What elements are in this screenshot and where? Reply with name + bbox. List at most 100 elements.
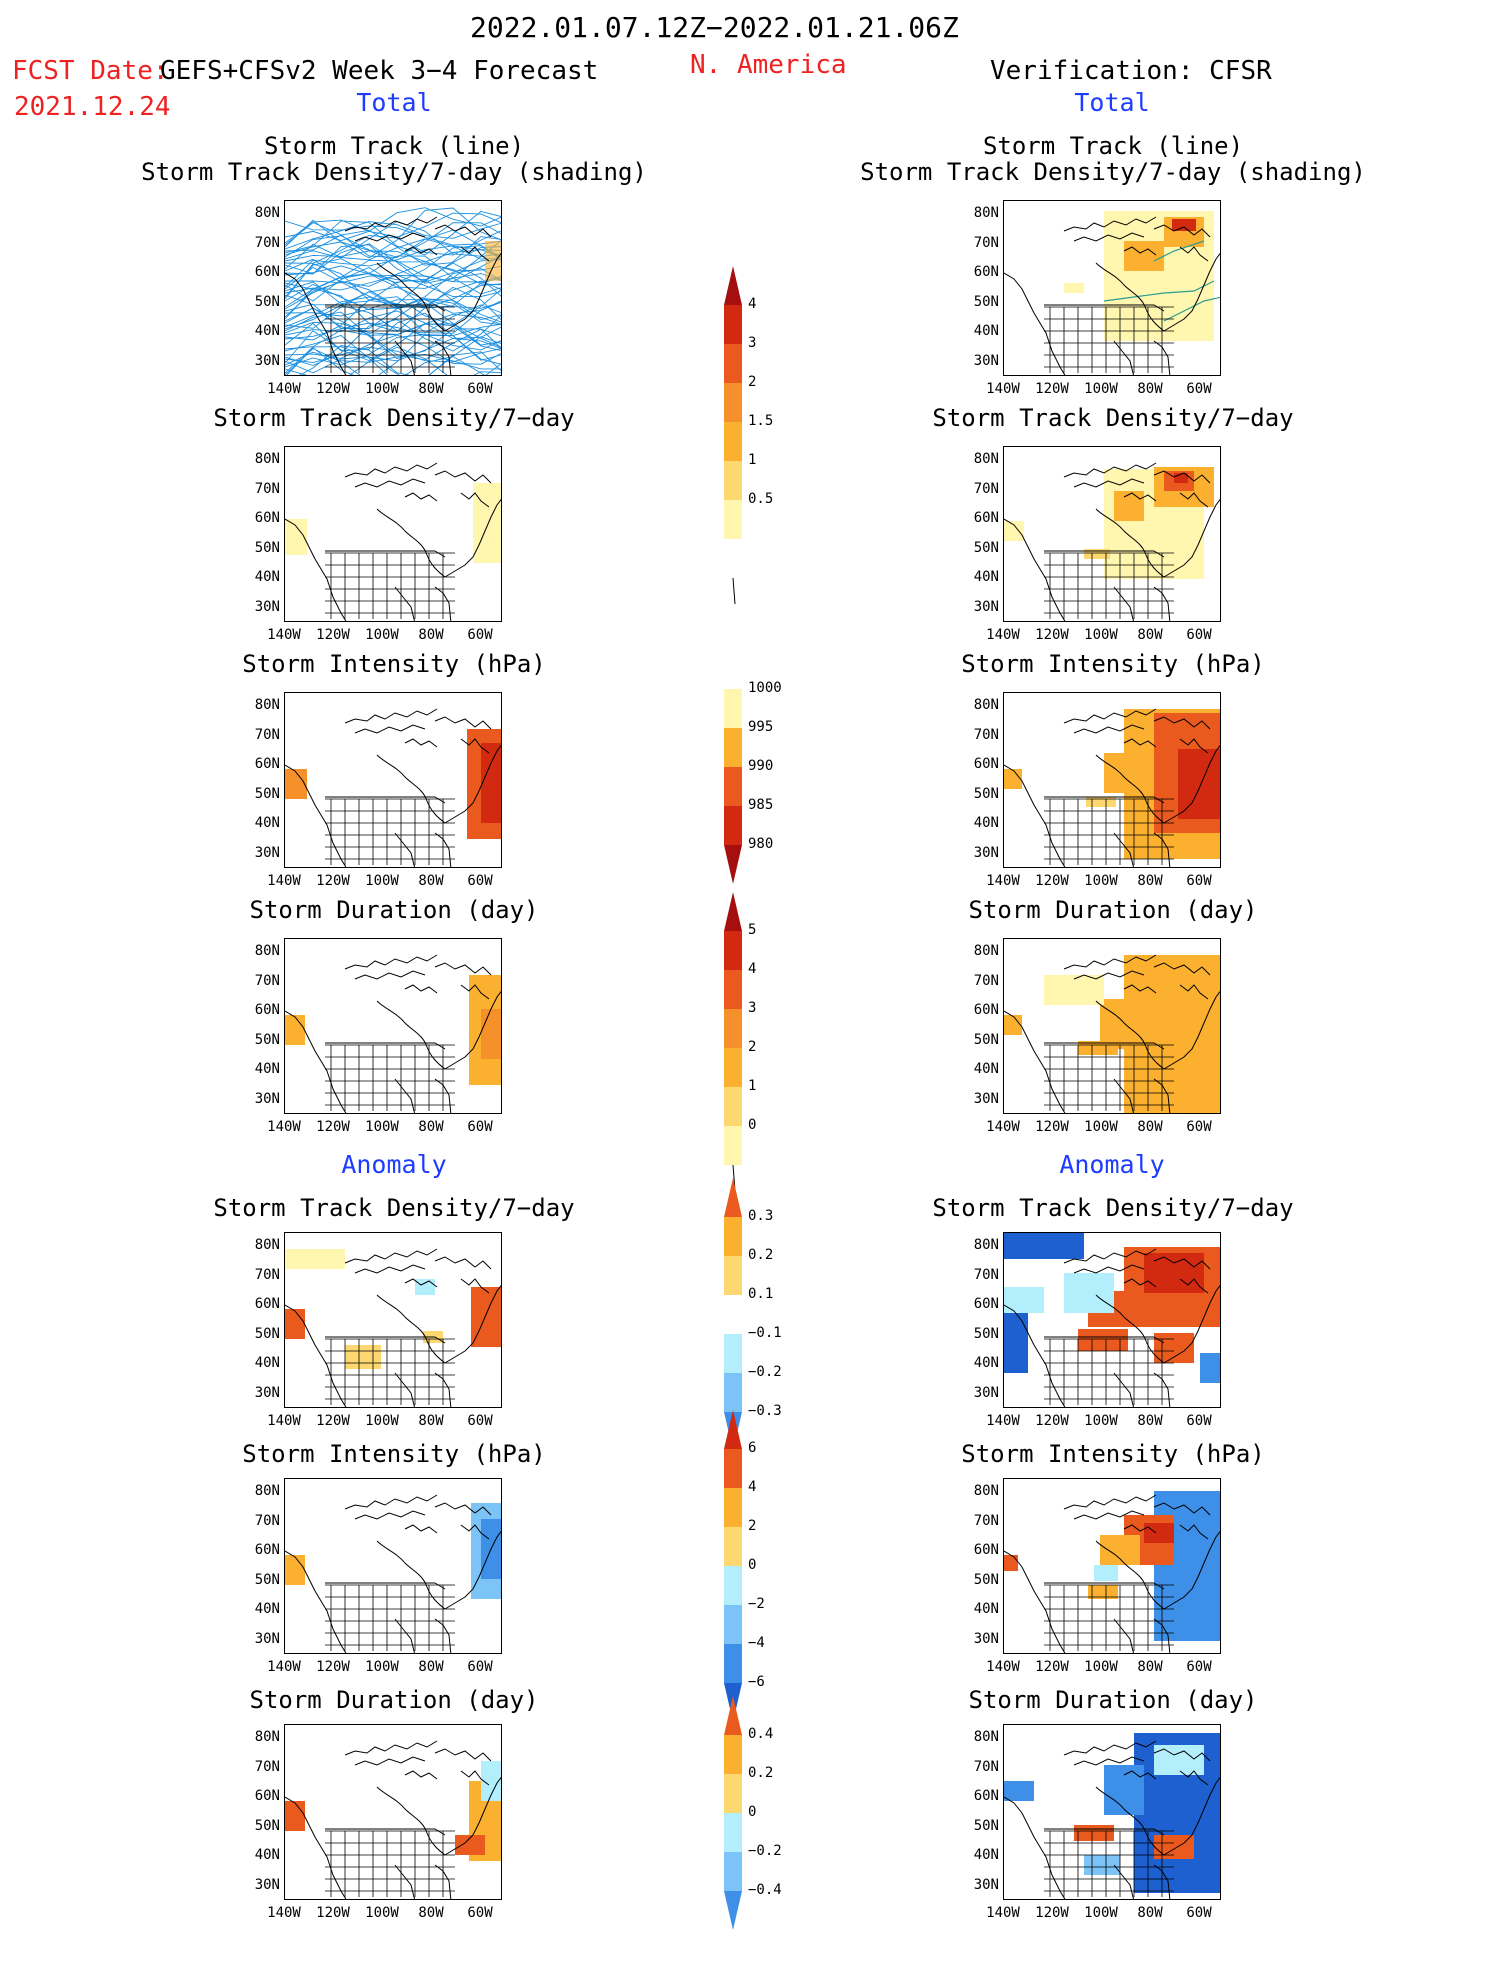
lon-tick-label: 80W (418, 627, 444, 643)
colorbar-density-total (724, 266, 742, 605)
lon-tick-label: 140W (986, 627, 1020, 643)
coastline (1113, 1864, 1135, 1899)
colorbar-label: 0.5 (748, 491, 774, 507)
colorbar-label: −4 (748, 1635, 765, 1651)
lat-tick-label: 30N (254, 352, 280, 369)
coastline (1123, 1770, 1157, 1780)
lon-tick-label: 80W (418, 1413, 444, 1429)
coastline (1153, 1256, 1211, 1270)
storm-track-line (285, 274, 501, 298)
right-total-label: Total (1074, 88, 1150, 117)
shading-cell (1124, 241, 1164, 271)
lat-tick-label: 80N (254, 205, 280, 221)
coastline (376, 1540, 446, 1610)
lat-tick-label: 80N (254, 697, 280, 713)
lat-tick-label: 30N (254, 1090, 280, 1107)
coastline (1123, 492, 1157, 502)
lon-tick-label: 60W (467, 873, 493, 889)
lat-tick-label: 70N (973, 1266, 999, 1283)
coastline (344, 1740, 438, 1756)
shading-cell (1004, 1015, 1022, 1035)
colorbar-segment (724, 1891, 742, 1930)
lon-tick-label: 120W (1035, 1905, 1069, 1921)
coastline (1123, 246, 1157, 256)
lat-tick-label: 70N (254, 1758, 280, 1775)
storm-track-line (285, 207, 501, 242)
coastline (354, 970, 426, 980)
storm-track-line (285, 299, 501, 317)
colorbar-segment (724, 344, 742, 383)
title-intensity-anom-right: Storm Intensity (hPa) (961, 1440, 1265, 1468)
coastline (1095, 508, 1165, 578)
lon-tick-label: 120W (1035, 627, 1069, 643)
colorbar-label: −0.3 (748, 1403, 782, 1419)
shading-cell (1114, 491, 1144, 521)
colorbar-label: 1000 (748, 680, 782, 696)
lon-tick-label: 120W (1035, 873, 1069, 889)
lon-tick-label: 140W (986, 873, 1020, 889)
colorbar-segment (724, 970, 742, 1009)
lat-tick-label: 80N (254, 1483, 280, 1499)
coastline (1113, 1078, 1135, 1113)
coastline (1113, 340, 1135, 375)
lat-tick-label: 80N (973, 205, 999, 221)
shading-cell (1074, 1825, 1114, 1841)
lon-tick-label: 140W (986, 1905, 1020, 1921)
coastline (1063, 708, 1157, 724)
coastline (1153, 470, 1211, 484)
lat-tick-label: 30N (973, 844, 999, 861)
colorbar-label: 4 (748, 1479, 757, 1495)
lat-tick-label: 60N (973, 1788, 999, 1804)
lon-tick-label: 100W (365, 627, 399, 643)
colorbar-label: 4 (748, 296, 757, 312)
coastline (1123, 984, 1157, 994)
lat-tick-label: 60N (254, 756, 280, 772)
title-duration-total-right: Storm Duration (day) (968, 896, 1258, 924)
colorbar-segment (724, 1334, 742, 1373)
map-duration-total-cfsr (1003, 938, 1221, 1114)
coastline (376, 508, 446, 578)
storm-track-line (285, 311, 501, 359)
colorbar-label: 1 (748, 452, 757, 468)
lon-tick-label: 100W (1084, 1905, 1118, 1921)
lon-tick-label: 80W (1137, 1905, 1163, 1921)
lat-tick-label: 70N (254, 234, 280, 251)
lat-tick-label: 30N (973, 352, 999, 369)
colorbar-label: 0.3 (748, 1208, 774, 1224)
lon-tick-label: 120W (316, 1119, 350, 1135)
lat-tick-label: 50N (973, 1031, 999, 1048)
coastline (376, 262, 446, 332)
shading-cell (285, 1015, 305, 1045)
lon-tick-label: 120W (316, 381, 350, 397)
shading-cell (1172, 219, 1196, 231)
coastline (1073, 478, 1145, 488)
lon-tick-label: 60W (467, 1119, 493, 1135)
left-total-label: Total (356, 88, 432, 117)
date-range: 2022.01.07.12Z−2022.01.21.06Z (470, 11, 959, 44)
colorbar-segment (724, 1644, 742, 1683)
lon-tick-label: 140W (986, 381, 1020, 397)
shading-cell (1078, 1041, 1118, 1055)
colorbar-segment (724, 1217, 742, 1256)
coastline (434, 224, 492, 238)
coastline (460, 246, 490, 262)
lat-tick-label: 50N (973, 1325, 999, 1342)
lat-tick-label: 30N (254, 598, 280, 615)
coastline (1113, 1372, 1135, 1407)
colorbar-label: 0 (748, 1557, 757, 1573)
lat-tick-label: 60N (973, 756, 999, 772)
lat-tick-label: 30N (973, 1384, 999, 1401)
storm-track-line (285, 212, 501, 244)
lon-tick-label: 120W (316, 627, 350, 643)
colorbar-label: 4 (748, 961, 757, 977)
storm-track-line (285, 346, 501, 375)
colorbar-label: 0.2 (748, 1247, 774, 1263)
shading-cell (285, 769, 307, 799)
lon-tick-label: 80W (1137, 627, 1163, 643)
lat-tick-label: 40N (254, 323, 280, 339)
shading-cell (1004, 1233, 1084, 1259)
us-canada-border (1044, 1336, 1165, 1344)
lon-tick-label: 100W (365, 1659, 399, 1675)
storm-track-line (285, 222, 501, 261)
map-canvas (285, 1248, 501, 1407)
